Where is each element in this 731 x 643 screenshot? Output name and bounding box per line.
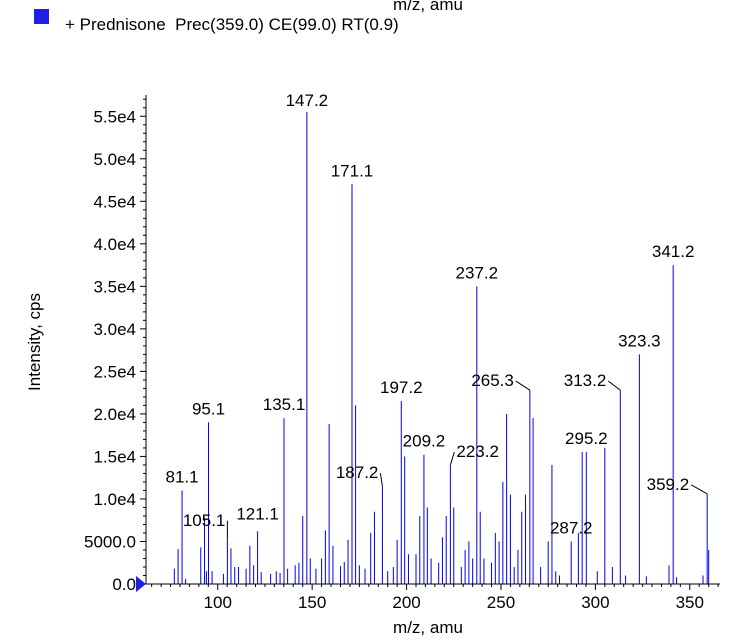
peak-label: 313.2 xyxy=(564,371,607,390)
peak-label: 187.2 xyxy=(336,463,379,482)
peak-label-leader xyxy=(690,484,708,495)
y-tick-label: 2.0e4 xyxy=(93,405,136,424)
peak-label: 359.2 xyxy=(647,475,690,494)
x-tick-label: 250 xyxy=(487,593,515,612)
peak-label: 223.2 xyxy=(456,442,499,461)
peak-label: 95.1 xyxy=(192,399,225,418)
peak-label-leader xyxy=(379,473,383,487)
x-tick-label: 350 xyxy=(676,593,704,612)
y-tick-label: 2.5e4 xyxy=(93,362,136,381)
peak-label: 295.2 xyxy=(565,429,608,448)
y-tick-label: 3.5e4 xyxy=(93,277,136,296)
y-tick-label: 1.0e4 xyxy=(93,490,136,509)
peak-series xyxy=(173,112,710,584)
peak-label: 287.2 xyxy=(550,518,593,537)
legend-label: + Prednisone Prec(359.0) CE(99.0) RT(0.9… xyxy=(65,15,399,34)
x-tick-label: 300 xyxy=(581,593,609,612)
y-tick-label: 4.5e4 xyxy=(93,192,136,211)
peak-label: 147.2 xyxy=(286,91,329,110)
x-axis: 100 150 200 250 300 350 xyxy=(151,584,719,612)
y-tick-label: 5.5e4 xyxy=(93,107,136,126)
peak-label: 209.2 xyxy=(403,432,446,451)
y-tick-label: 4.0e4 xyxy=(93,235,136,254)
peak-label: 237.2 xyxy=(456,263,499,282)
top-axis-title-cut: m/z, amu xyxy=(393,0,463,14)
y-tick-label: 3.0e4 xyxy=(93,320,136,339)
peak-label-leader xyxy=(608,380,621,391)
x-tick-label: 150 xyxy=(298,593,326,612)
y-tick-label: 5000.0 xyxy=(84,532,136,551)
peak-label: 323.3 xyxy=(618,331,661,350)
peak-label-leader xyxy=(515,380,531,391)
x-tick-label: 200 xyxy=(392,593,420,612)
peak-label: 135.1 xyxy=(263,395,306,414)
legend-swatch xyxy=(34,9,49,24)
y-axis: 0.0 5000.0 1.0e4 1.5e4 2.0e4 2.5e4 3.0e4 3.5e4 4… xyxy=(84,98,146,594)
peak-labels: 81.1 95.1 105.1 121.1 135.1 147.2 171.1 187.2 19… xyxy=(166,91,708,540)
y-tick-label: 1.5e4 xyxy=(93,447,136,466)
peak-label: 171.1 xyxy=(331,161,374,180)
peak-label: 341.2 xyxy=(652,242,695,261)
peak-label-leader xyxy=(449,451,455,466)
y-axis-title: Intensity, cps xyxy=(25,293,44,391)
legend: + Prednisone Prec(359.0) CE(99.0) RT(0.9… xyxy=(34,9,399,34)
peak-label: 197.2 xyxy=(380,378,423,397)
peak-label: 105.1 xyxy=(183,511,226,530)
x-axis-title: m/z, amu xyxy=(393,618,463,637)
peak-label: 81.1 xyxy=(166,467,199,486)
peak-label: 121.1 xyxy=(236,504,279,523)
x-tick-label: 100 xyxy=(204,593,232,612)
y-tick-label: 0.0 xyxy=(112,575,136,594)
peak-label: 265.3 xyxy=(471,371,514,390)
y-tick-label: 5.0e4 xyxy=(93,150,136,169)
zero-marker-triangle[interactable] xyxy=(136,576,146,592)
